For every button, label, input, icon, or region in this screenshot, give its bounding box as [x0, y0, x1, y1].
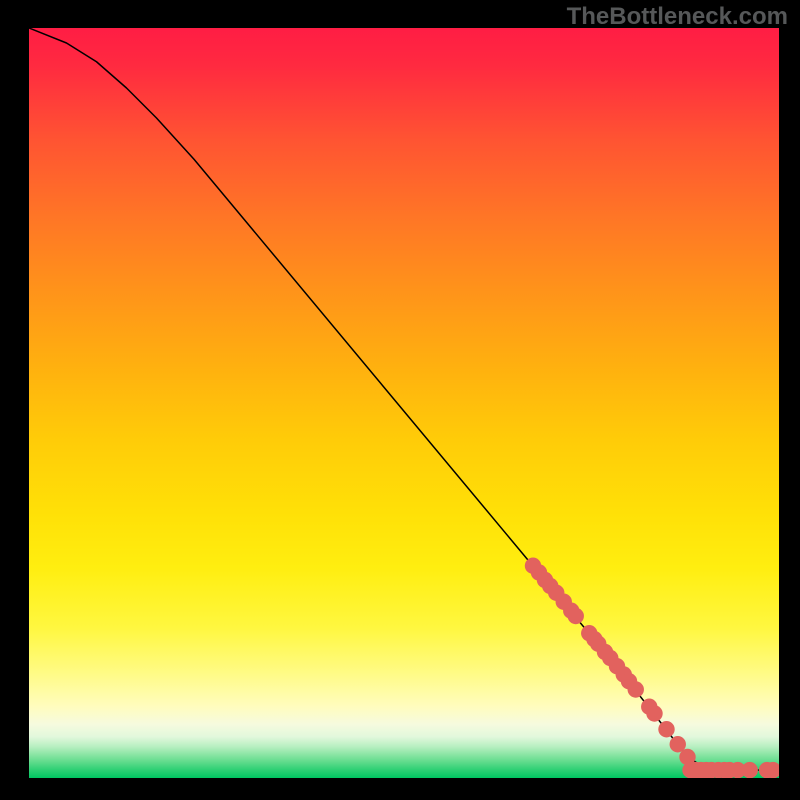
scatter-point [568, 608, 584, 624]
watermark-text: TheBottleneck.com [567, 3, 788, 31]
gradient-background [29, 28, 779, 778]
scatter-point [742, 762, 758, 778]
figure-root: TheBottleneck.com [0, 0, 800, 800]
scatter-point [658, 721, 674, 737]
plot-area [29, 28, 779, 778]
scatter-point [628, 681, 644, 697]
scatter-point [646, 705, 662, 721]
